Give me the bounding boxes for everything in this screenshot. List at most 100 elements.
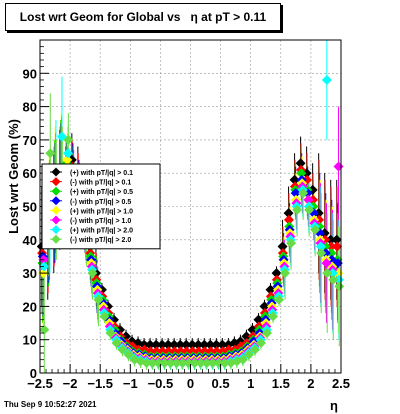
x-tick-label: 2 [307,376,314,391]
data-point [325,234,336,245]
data-point [201,358,212,369]
data-point [45,148,56,159]
data-point [296,168,307,179]
data-point [193,339,204,350]
data-point [303,194,314,205]
y-tick-label: 30 [23,266,37,281]
x-tick-label: −2.5 [27,376,53,391]
legend-label: (+) with pT/|q| > 0.1 [70,170,133,177]
legend-label: (+) with pT/|q| > 0.5 [70,189,133,196]
chart-svg: −2.5 −2 −1.5 −1 −0.5 0 0.5 1 1.5 2 2.5 0 10 20 30 40 50 6… [6,39,350,391]
y-tick-label: 20 [23,299,37,314]
legend-box [41,163,161,250]
y-tick-label: 40 [23,233,37,248]
legend-label: (+) with pT/|q| > 1.0 [70,208,133,215]
y-tick-label: 50 [23,200,37,215]
y-axis-label: Lost wrt Geom (%) [6,119,21,234]
x-tick-label: −1 [123,376,138,391]
x-tick-label: 1.5 [272,376,290,391]
data-point [63,134,74,145]
data-point [271,268,282,279]
data-point [147,358,158,369]
data-point [219,358,230,369]
axis-ticks: −2.5 −2 −1.5 −1 −0.5 0 0.5 1 1.5 2 2.5 0 10 20 30 40 50 6… [23,46,350,391]
data-point [187,339,198,350]
data-point [295,158,306,169]
data-point [151,339,162,350]
data-point [332,241,343,252]
x-tick-label: 0 [187,376,194,391]
data-point [99,311,110,322]
data-point [205,339,216,350]
data-point [165,358,176,369]
data-point [268,311,279,322]
data-point [189,358,200,369]
legend-label: (+) with pT/|q| > 2.0 [70,228,133,235]
y-tick-label: 10 [23,333,37,348]
data-point [217,339,228,350]
chart-title: Lost wrt Geom for Global vs η at pT > 0.… [5,3,281,31]
data-point [326,248,337,259]
x-tick-label: −2 [63,376,78,391]
data-point [243,349,254,360]
data-point [277,241,288,252]
data-point [105,328,116,339]
data-point [153,358,164,369]
data-point [117,344,128,355]
y-axis-title: Lost wrt Geom (%) [6,119,21,234]
data-points [36,74,345,369]
data-point [283,214,294,225]
data-point [280,268,291,279]
data-point [321,74,332,85]
data-point [211,339,222,350]
data-point [181,339,192,350]
data-point [141,358,152,369]
legend-label: (-) with pT/|q| > 1.0 [70,218,131,225]
data-point [259,301,270,312]
data-point [177,358,188,369]
data-point [93,294,104,305]
data-point [62,148,73,159]
data-point [241,331,252,342]
legend-label: (-) with pT/|q| > 2.0 [70,237,131,244]
data-point [326,241,337,252]
data-point [322,268,333,279]
timestamp-footer: Thu Sep 9 10:52:27 2021 [4,400,97,409]
data-point [321,258,332,269]
data-point [304,204,315,215]
data-point [62,154,73,165]
y-tick-label: 70 [23,133,37,148]
data-point [334,281,345,292]
data-point [199,339,210,350]
data-point [183,358,194,369]
data-point [237,354,248,365]
x-axis-title: η [330,398,338,413]
data-point [159,358,170,369]
data-point [331,234,342,245]
data-point [316,248,327,259]
x-tick-label: −1.5 [87,376,113,391]
data-point [290,188,301,199]
data-point [262,328,273,339]
data-point [195,358,206,369]
data-point [253,314,264,325]
data-point [87,268,98,279]
data-point [175,339,186,350]
y-tick-label: 0 [30,366,37,381]
data-point [157,339,168,350]
data-point [207,358,218,369]
data-point [286,238,297,249]
x-tick-label: 1 [247,376,254,391]
data-point [255,338,266,349]
data-point [123,349,134,360]
data-point [283,208,294,219]
x-tick-label: 2.5 [332,376,350,391]
legend-label: (-) with pT/|q| > 0.5 [70,199,131,206]
data-point [327,268,338,279]
data-point [274,294,285,305]
data-point [213,358,224,369]
data-point [310,224,321,235]
data-point [171,358,182,369]
y-tick-label: 80 [23,100,37,115]
data-point [39,324,50,335]
